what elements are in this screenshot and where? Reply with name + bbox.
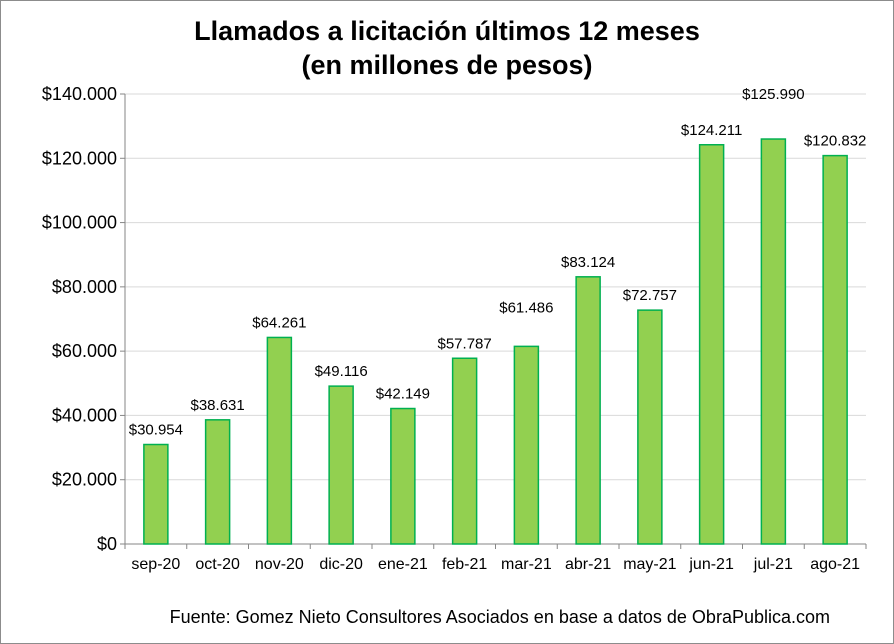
data-label: $72.757 [623, 287, 677, 304]
x-tick-label: oct-20 [195, 556, 240, 573]
bar [575, 276, 601, 545]
data-label: $30.954 [129, 422, 183, 439]
bar [451, 357, 478, 545]
data-label: $49.116 [315, 363, 368, 380]
bar [698, 144, 725, 545]
x-tick-label: sep-20 [131, 556, 180, 573]
y-tick-label: $40.000 [52, 405, 117, 425]
bar [822, 154, 848, 545]
data-label: $57.787 [438, 335, 492, 352]
bar [390, 407, 416, 545]
source-note: Fuente: Gomez Nieto Consultores Asociado… [0, 607, 894, 628]
x-tick-label: nov-20 [255, 556, 304, 573]
bar [513, 345, 540, 545]
data-label: $120.832 [804, 133, 867, 150]
x-tick-label: dic-20 [319, 556, 363, 573]
chart-subtitle: (en millones de pesos) [301, 50, 593, 80]
x-tick-label: jul-21 [753, 556, 793, 573]
y-tick-label: $0 [97, 534, 117, 554]
chart-title: Llamados a licitación últimos 12 meses [194, 16, 700, 46]
bar [204, 419, 231, 545]
bar [760, 138, 787, 545]
data-label: $42.149 [376, 386, 430, 403]
x-tick-label: mar-21 [501, 556, 552, 573]
x-tick-label: ene-21 [378, 556, 428, 573]
source-text: Fuente: Gomez Nieto Consultores Asociado… [169, 607, 830, 627]
bar [328, 385, 354, 545]
y-tick-label: $20.000 [52, 470, 117, 490]
data-label: $83.124 [561, 254, 615, 271]
data-label: $125.990 [742, 86, 805, 103]
y-tick-label: $80.000 [52, 277, 117, 297]
data-label: $38.631 [191, 397, 245, 414]
data-label: $61.486 [499, 299, 553, 316]
bar [637, 309, 663, 545]
x-tick-label: ago-21 [810, 556, 860, 573]
data-label: $124.211 [681, 122, 742, 139]
y-tick-label: $60.000 [52, 341, 117, 361]
x-tick-label: jun-21 [688, 556, 734, 573]
x-tick-label: abr-21 [565, 556, 611, 573]
y-tick-label: $140.000 [42, 84, 117, 104]
bar [266, 336, 293, 545]
data-label: $64.261 [252, 314, 306, 331]
chart-title-block: Llamados a licitación últimos 12 meses (… [0, 14, 894, 82]
y-tick-label: $100.000 [42, 213, 117, 233]
x-tick-label: may-21 [623, 556, 676, 573]
y-tick-label: $120.000 [42, 148, 117, 168]
x-tick-label: feb-21 [442, 556, 487, 573]
bar [143, 443, 169, 545]
